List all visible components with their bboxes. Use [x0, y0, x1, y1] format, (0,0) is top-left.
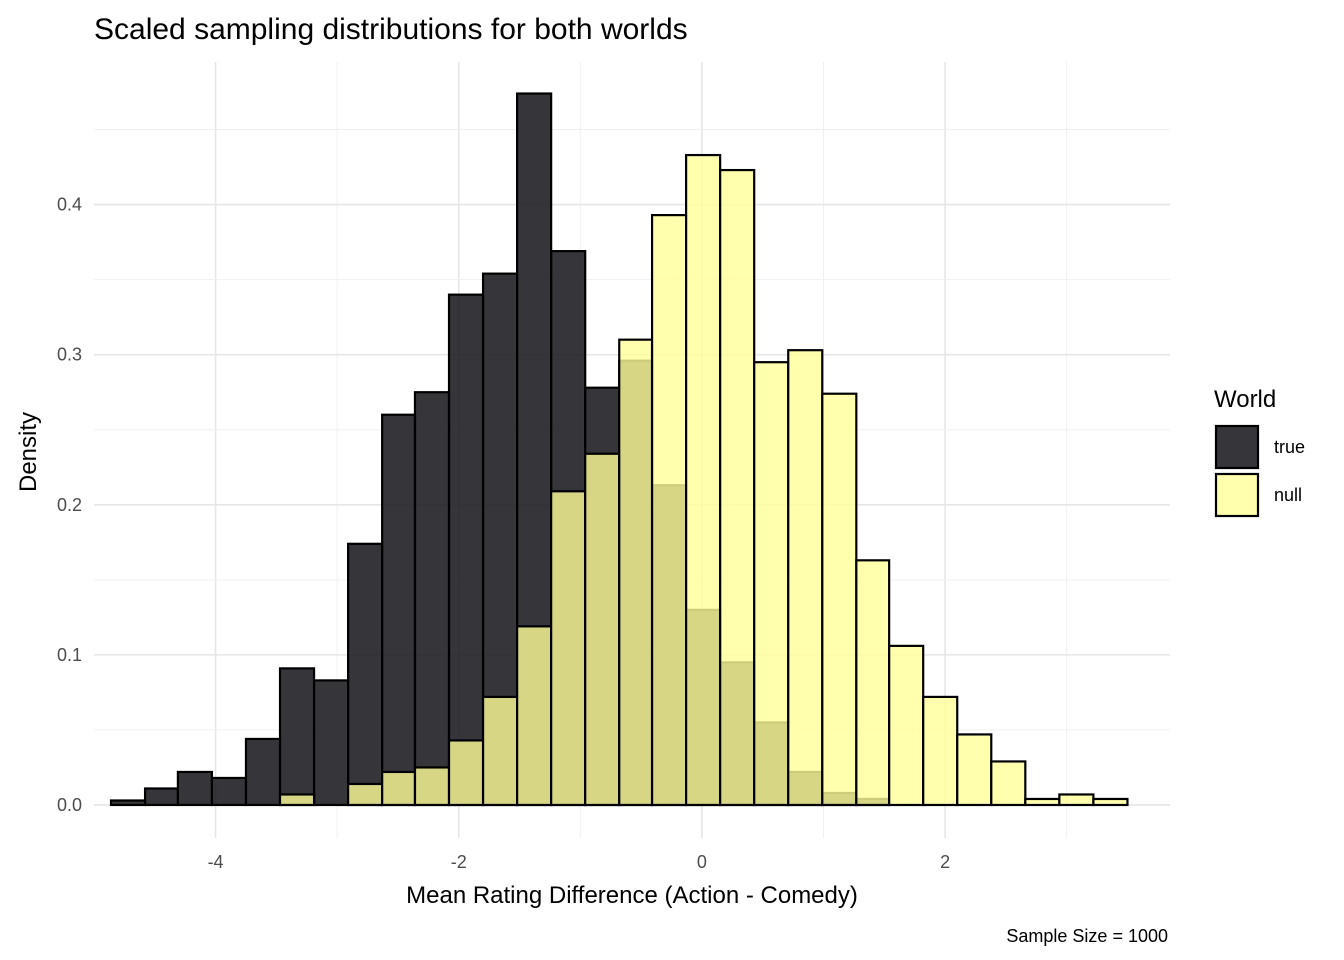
bar-null [855, 559, 891, 807]
chart-caption: Sample Size = 1000 [1006, 926, 1168, 946]
bar-null [1092, 797, 1129, 807]
bar-true [143, 787, 179, 807]
bar-null [719, 168, 756, 807]
bar-null [516, 625, 553, 807]
bar-null [1058, 793, 1095, 807]
bar-null [922, 695, 959, 807]
y-tick-label: 0.4 [57, 195, 82, 215]
series-null-bars [278, 153, 1129, 807]
bar-null [650, 213, 688, 807]
x-axis-title: Mean Rating Difference (Action - Comedy) [406, 882, 858, 909]
x-tick-label: 2 [940, 852, 950, 872]
legend-label-true: true [1274, 437, 1305, 457]
bar-null [381, 770, 417, 807]
bar-true [176, 770, 214, 807]
legend: World true null [1214, 386, 1305, 518]
y-tick-label: 0.0 [57, 795, 82, 815]
bar-true [109, 799, 147, 807]
legend-key-null [1214, 472, 1260, 518]
x-tick-label: -4 [208, 852, 224, 872]
chart-title: Scaled sampling distributions for both w… [94, 13, 688, 46]
bar-true [347, 542, 384, 807]
bar-null [990, 760, 1027, 807]
bar-null [821, 392, 858, 807]
bar-true [447, 293, 485, 807]
bar-null [584, 452, 621, 807]
bar-null [618, 338, 654, 807]
legend-label-null: null [1274, 485, 1302, 505]
bar-null [550, 490, 587, 807]
y-tick-label: 0.3 [57, 345, 82, 365]
y-tick-label: 0.2 [57, 495, 82, 515]
bar-null [956, 733, 993, 807]
y-axis-ticks: 0.0 0.1 0.2 0.3 0.4 [57, 195, 82, 815]
bar-true [312, 679, 350, 807]
legend-key-true [1214, 424, 1260, 470]
x-axis-ticks: -4 -2 0 2 [208, 852, 951, 872]
bar-null [481, 695, 519, 807]
bar-null [685, 153, 722, 807]
x-tick-label: -2 [451, 852, 467, 872]
y-axis-title: Density [15, 412, 42, 492]
bar-null [1024, 797, 1061, 807]
bar-true [278, 667, 316, 807]
bar-null [888, 644, 925, 807]
bar-null [413, 766, 451, 807]
x-tick-label: 0 [697, 852, 707, 872]
y-tick-label: 0.1 [57, 645, 82, 665]
bar-null [278, 793, 316, 807]
bar-null [787, 349, 824, 807]
bar-true [413, 391, 451, 807]
legend-title: World [1214, 386, 1276, 413]
bar-true [244, 737, 282, 807]
bar-null [447, 739, 485, 807]
bar-null [753, 361, 790, 807]
bar-true [381, 413, 417, 807]
bar-null [347, 782, 384, 807]
bar-true [210, 776, 248, 807]
